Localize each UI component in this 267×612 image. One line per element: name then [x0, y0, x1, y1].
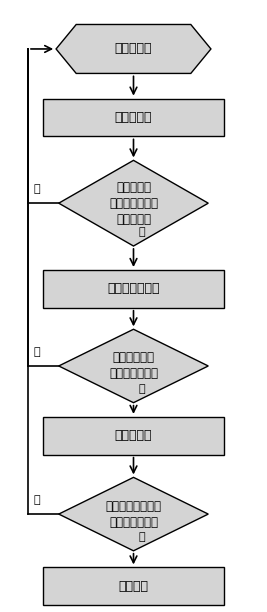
Bar: [43, 417, 224, 455]
Text: 闭环获取: 闭环获取: [119, 580, 148, 593]
Bar: [43, 567, 224, 605]
Text: 否: 否: [139, 227, 146, 237]
Text: 与前一帧图
像的相似度是否
超出阈值？: 与前一帧图 像的相似度是否 超出阈值？: [109, 181, 158, 226]
Polygon shape: [59, 329, 208, 403]
Polygon shape: [59, 477, 208, 551]
Text: 是: 是: [139, 532, 146, 542]
Text: 否: 否: [33, 495, 40, 505]
Bar: [43, 99, 224, 136]
Text: 是: 是: [33, 184, 40, 194]
Text: 获取新图像: 获取新图像: [115, 42, 152, 56]
Text: 后验概率是否
超出闭环阈值？: 后验概率是否 超出闭环阈值？: [109, 351, 158, 381]
Text: 贝叶斯滤波更新: 贝叶斯滤波更新: [107, 282, 160, 296]
Polygon shape: [59, 160, 208, 246]
Text: 是: 是: [139, 384, 146, 394]
Polygon shape: [56, 24, 211, 73]
Text: 图像逆检索: 图像逆检索: [115, 429, 152, 442]
Text: 检测到的图像是否
满足闭环条件？: 检测到的图像是否 满足闭环条件？: [105, 499, 162, 529]
Bar: [43, 270, 224, 308]
Text: 否: 否: [33, 347, 40, 357]
Text: 图像预处理: 图像预处理: [115, 111, 152, 124]
